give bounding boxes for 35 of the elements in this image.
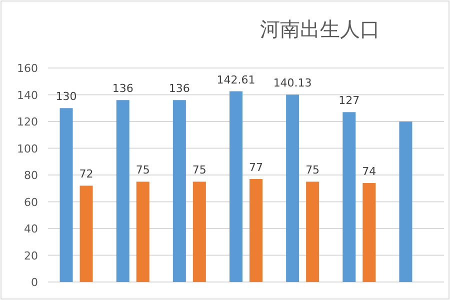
data-label: 130 [56, 90, 77, 104]
chart-title: 河南出生人口 [260, 19, 380, 41]
data-label: 75 [306, 164, 320, 177]
bar [192, 182, 206, 282]
bar [286, 94, 300, 282]
bar [342, 112, 356, 282]
data-label: 140.13 [273, 76, 312, 90]
bar [399, 122, 412, 282]
y-tick-label: 60 [24, 196, 38, 209]
y-tick-label: 80 [24, 169, 38, 182]
data-label: 72 [79, 168, 94, 181]
bar [116, 100, 130, 282]
y-tick-label: 20 [24, 249, 38, 262]
y-tick-label: 40 [24, 222, 38, 236]
y-tick-label: 0 [31, 276, 38, 289]
data-label: 75 [136, 164, 150, 177]
y-tick-label: 160 [17, 62, 38, 75]
y-tick-label: 100 [17, 142, 38, 156]
bar [306, 182, 320, 282]
data-label: 136 [112, 82, 134, 96]
data-label: 74 [362, 165, 376, 178]
data-label: 142.61 [216, 73, 256, 86]
data-label: 75 [192, 164, 206, 177]
data-label: 77 [249, 161, 263, 174]
bar [136, 182, 150, 282]
data-label: 136 [168, 82, 190, 96]
y-tick-label: 120 [17, 116, 38, 128]
bar [250, 179, 262, 282]
bar [80, 186, 93, 282]
bar [362, 183, 376, 282]
bar [172, 100, 186, 282]
bar [60, 108, 73, 282]
y-tick-label: 140 [17, 88, 38, 102]
data-label: 127 [338, 94, 360, 108]
bar [230, 91, 242, 282]
